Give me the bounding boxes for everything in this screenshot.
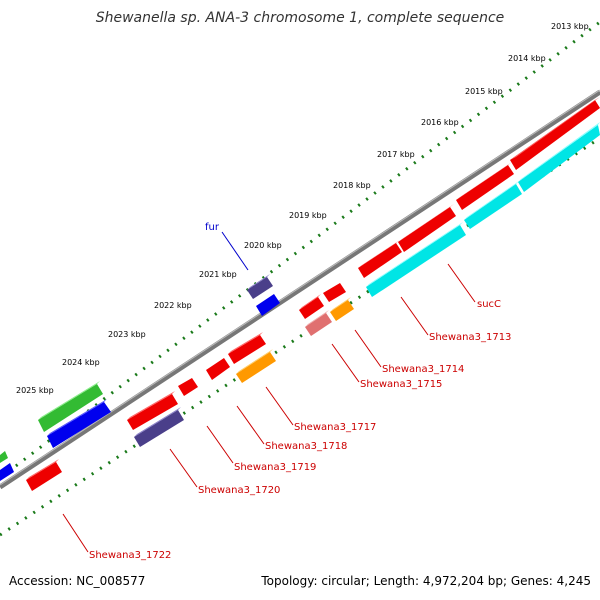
- gene-feature-blue[interactable]: [47, 399, 111, 448]
- leader-line-1714: [354, 329, 382, 368]
- kbp-label: 2020 kbp: [244, 241, 282, 250]
- kbp-label: 2016 kbp: [421, 118, 459, 127]
- gene-feature-cyan[interactable]: [518, 122, 600, 192]
- gene-feature-pink[interactable]: [305, 310, 332, 336]
- leader-line-1715: [331, 343, 360, 383]
- leader-line-1719: [206, 425, 234, 464]
- kbp-label: 2022 kbp: [154, 301, 192, 310]
- kbp-label: 2014 kbp: [508, 54, 546, 63]
- kbp-label: 2013 kbp: [551, 22, 589, 31]
- chromosome-backbone-highlight: [0, 89, 600, 486]
- gene-feature-sucC[interactable]: [366, 222, 466, 297]
- accession-text: Accession: NC_008577: [9, 574, 146, 588]
- gene-feature-red[interactable]: [206, 358, 230, 380]
- leader-line-fur: [221, 231, 249, 271]
- gene-feature-fur[interactable]: [247, 274, 273, 299]
- gene-label-sucC[interactable]: sucC: [477, 299, 501, 310]
- leader-line-1713: [400, 296, 429, 336]
- kbp-label: 2015 kbp: [465, 87, 503, 96]
- gene-feature-red[interactable]: [127, 391, 178, 430]
- gene-feature-red[interactable]: [228, 332, 266, 364]
- kbp-label: 2021 kbp: [199, 270, 237, 279]
- gene-feature-orange[interactable]: [236, 349, 276, 383]
- kbp-label: 2024 kbp: [62, 358, 100, 367]
- leader-line-1722: [62, 513, 89, 553]
- gene-feature-red[interactable]: [26, 459, 62, 491]
- kbp-label: 2023 kbp: [108, 330, 146, 339]
- gene-label-shewana3-1719[interactable]: Shewana3_1719: [234, 462, 316, 473]
- gene-feature-red[interactable]: [323, 283, 346, 302]
- gene-feature-red[interactable]: [456, 162, 514, 210]
- kbp-label: 2025 kbp: [16, 386, 54, 395]
- gene-label-shewana3-1717[interactable]: Shewana3_1717: [294, 422, 376, 433]
- chromosome-backbone: [0, 89, 600, 490]
- leader-line-1718: [236, 405, 265, 445]
- kbp-label: 2018 kbp: [333, 181, 371, 190]
- leader-line-1720: [169, 448, 198, 488]
- gene-feature-navy[interactable]: [134, 407, 184, 447]
- gene-label-shewana3-1718[interactable]: Shewana3_1718: [265, 441, 347, 452]
- gene-label-shewana3-1720[interactable]: Shewana3_1720: [198, 485, 280, 496]
- kbp-label: 2019 kbp: [289, 211, 327, 220]
- leader-line-sucC: [447, 263, 476, 303]
- gene-feature-red[interactable]: [178, 378, 198, 396]
- gene-label-shewana3-1714[interactable]: Shewana3_1714: [382, 364, 464, 375]
- topology-summary-text: Topology: circular; Length: 4,972,204 bp…: [261, 574, 591, 588]
- gene-feature-blue[interactable]: [0, 463, 14, 481]
- gene-label-fur[interactable]: fur: [205, 222, 220, 233]
- gene-feature-green[interactable]: [38, 381, 103, 432]
- gene-feature-blue[interactable]: [256, 294, 280, 316]
- gene-feature-red[interactable]: [299, 294, 324, 319]
- gene-feature-cyan[interactable]: [464, 181, 522, 229]
- gene-label-shewana3-1722[interactable]: Shewana3_1722: [89, 550, 171, 561]
- gene-feature-orange[interactable]: [330, 297, 354, 321]
- gene-label-shewana3-1715[interactable]: Shewana3_1715: [360, 379, 442, 390]
- gene-feature-red[interactable]: [398, 204, 456, 252]
- gene-label-shewana3-1713[interactable]: Shewana3_1713: [429, 332, 511, 343]
- leader-line-1717: [265, 386, 294, 426]
- kbp-label: 2017 kbp: [377, 150, 415, 159]
- gene-feature-green[interactable]: [0, 451, 8, 463]
- gene-feature-red[interactable]: [358, 240, 402, 278]
- map-title: Shewanella sp. ANA-3 chromosome 1, compl…: [95, 10, 505, 26]
- gene-feature-red[interactable]: [510, 97, 600, 170]
